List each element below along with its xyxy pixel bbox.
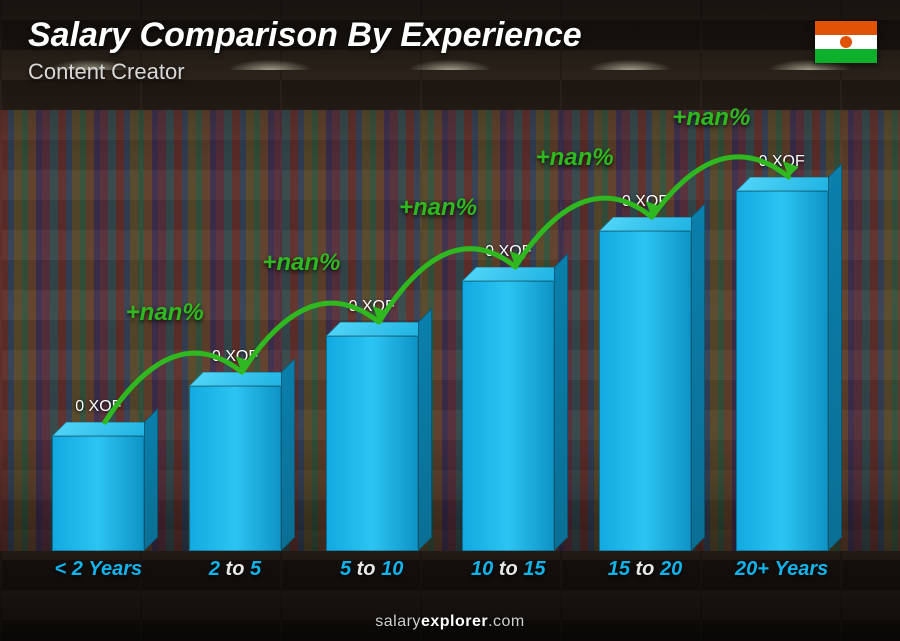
growth-pct-label: +nan%	[399, 194, 477, 222]
bar-side-face	[691, 203, 705, 551]
bar-top-face	[599, 217, 705, 231]
bar-side-face	[144, 408, 158, 551]
category-post: Years	[88, 558, 142, 580]
growth-pct-label: +nan%	[262, 249, 340, 277]
category-pre: < 2	[54, 558, 82, 580]
bar-item: 0 XOF15 to 20	[590, 231, 700, 551]
bar-side-face	[418, 308, 432, 551]
bar-value-label: 0 XOF	[712, 153, 852, 171]
category-sep: to	[493, 558, 523, 580]
bar	[599, 231, 691, 551]
category-sep: to	[630, 558, 660, 580]
growth-pct-label: +nan%	[126, 299, 204, 327]
bar-top-face	[52, 422, 158, 436]
bar-top-face	[462, 267, 568, 281]
page-subtitle: Content Creator	[28, 59, 872, 85]
bar-chart: 0 XOF< 2 Years0 XOF2 to 50 XOF5 to 100 X…	[30, 120, 850, 581]
bar-front-face	[326, 336, 418, 551]
header: Salary Comparison By Experience Content …	[28, 16, 872, 85]
category-sep: to	[220, 558, 250, 580]
bar-value-label: 0 XOF	[302, 298, 442, 316]
page-title: Salary Comparison By Experience	[28, 16, 872, 55]
category-pre: 5	[340, 558, 351, 580]
country-flag-icon	[814, 20, 878, 64]
category-post: 20	[660, 558, 682, 580]
bar	[736, 191, 828, 551]
bar-front-face	[599, 231, 691, 551]
growth-pct-label: +nan%	[536, 144, 614, 172]
bar-item: 0 XOF< 2 Years	[43, 436, 153, 551]
bar-value-label: 0 XOF	[165, 348, 305, 366]
bar-front-face	[52, 436, 144, 551]
bar-value-label: 0 XOF	[438, 243, 578, 261]
category-pre: 15	[608, 558, 630, 580]
bar-value-label: 0 XOF	[575, 193, 715, 211]
bar-item: 0 XOF10 to 15	[453, 281, 563, 551]
bar-group: 0 XOF< 2 Years0 XOF2 to 50 XOF5 to 100 X…	[30, 120, 850, 551]
bar	[326, 336, 418, 551]
bar-top-face	[736, 177, 842, 191]
category-post: 5	[250, 558, 261, 580]
footer-text-plain: salary	[375, 613, 421, 630]
flag-circle-icon	[840, 36, 852, 48]
bar-value-label: 0 XOF	[28, 398, 168, 416]
category-post: Years	[774, 558, 828, 580]
bar	[189, 386, 281, 551]
category-pre: 2	[209, 558, 220, 580]
bar-item: 0 XOF20+ Years	[727, 191, 837, 551]
bar-front-face	[462, 281, 554, 551]
bar-side-face	[281, 358, 295, 551]
bar-item: 0 XOF5 to 10	[317, 336, 427, 551]
growth-pct-label: +nan%	[672, 104, 750, 132]
category-post: 15	[523, 558, 545, 580]
footer-text-bold: explorer	[421, 613, 488, 630]
bar-side-face	[554, 253, 568, 551]
category-pre: 10	[471, 558, 493, 580]
footer-text-suffix: .com	[488, 613, 525, 630]
flag-stripe-top	[815, 21, 877, 35]
category-post: 10	[381, 558, 403, 580]
footer-attribution: salaryexplorer.com	[0, 613, 900, 631]
bar-category-label: 20+ Years	[702, 558, 862, 581]
bar-top-face	[326, 322, 432, 336]
bar	[52, 436, 144, 551]
flag-stripe-bottom	[815, 49, 877, 63]
bar-front-face	[736, 191, 828, 551]
bar-side-face	[828, 163, 842, 551]
category-sep: to	[351, 558, 381, 580]
category-pre: 20+	[735, 558, 769, 580]
bar-front-face	[189, 386, 281, 551]
bar-top-face	[189, 372, 295, 386]
bar-item: 0 XOF2 to 5	[180, 386, 290, 551]
flag-stripe-middle	[815, 35, 877, 49]
bar	[462, 281, 554, 551]
